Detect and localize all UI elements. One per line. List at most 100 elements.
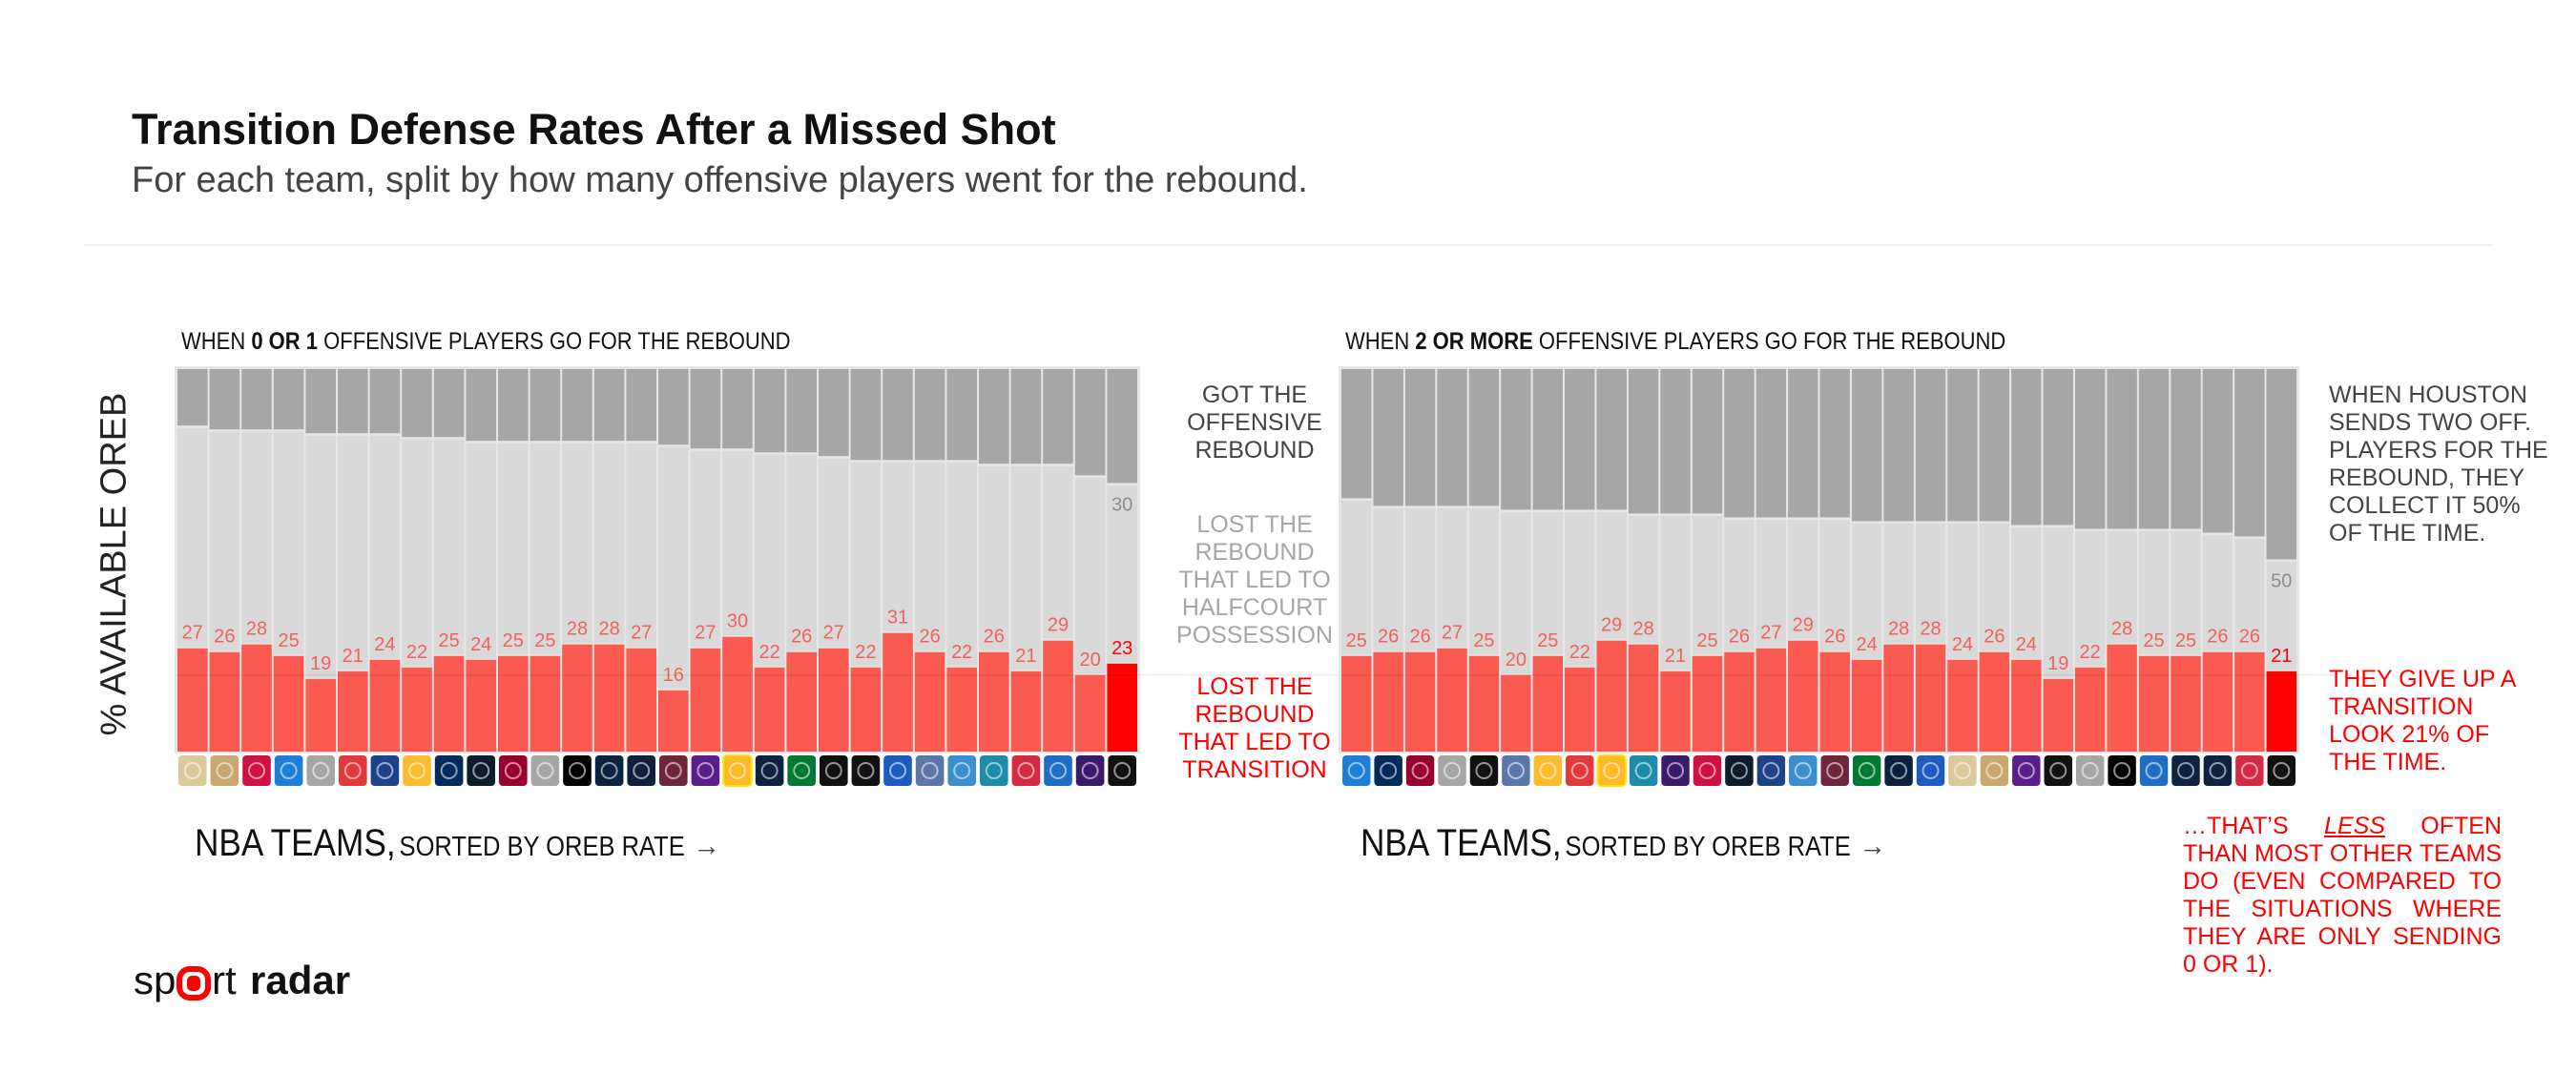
bar-transition-MIA xyxy=(498,655,529,752)
bar-oreb-WAS xyxy=(433,369,465,438)
bar-transition-UTA xyxy=(690,648,721,752)
bar-halfcourt-PHI xyxy=(883,462,913,632)
bar-halfcourt-GSW xyxy=(369,435,401,659)
transition-value-label: 24 xyxy=(2016,634,2037,655)
transition-value-label: 22 xyxy=(2080,642,2101,663)
bar-halfcourt-OKC xyxy=(273,431,304,655)
bar-transition-OKC xyxy=(273,655,304,752)
bar-oreb-MEM xyxy=(1501,369,1531,510)
team-logo-icon-ATL xyxy=(1566,755,1594,786)
transition-value-label: 29 xyxy=(1048,615,1069,636)
bar-transition-MIA xyxy=(1404,651,1436,752)
team-logo-icon-ATL xyxy=(339,755,367,786)
bar-transition-NOP xyxy=(209,651,240,752)
bar-oreb-TOR xyxy=(850,369,882,461)
bar-halfcourt-CHI xyxy=(1692,515,1723,655)
transition-value-label: 25 xyxy=(1696,630,1717,651)
team-logo-mark xyxy=(953,762,971,779)
transition-value-label: 25 xyxy=(438,630,459,651)
bar-transition-MIN xyxy=(754,667,785,752)
bar-transition-ATL xyxy=(1565,667,1595,752)
transition-value-label: 30 xyxy=(727,611,748,632)
bar-transition-SAS xyxy=(2074,667,2106,752)
sportradar-logo: sp rt radar xyxy=(134,961,350,1002)
bar-halfcourt-IND xyxy=(402,439,432,667)
team-logo-mark xyxy=(2049,762,2067,779)
transition-value-label: 26 xyxy=(984,627,1005,648)
team-logo-icon-OKC xyxy=(274,755,303,786)
bar-halfcourt-UTA xyxy=(2011,526,2042,659)
team-logo-mark xyxy=(2017,762,2035,779)
bar-oreb-LAL xyxy=(722,369,753,449)
bar-oreb-LAL xyxy=(1596,369,1627,510)
bar-transition-OKC xyxy=(1341,655,1372,752)
bar-transition-DEN xyxy=(626,648,656,752)
team-logo-mark xyxy=(1730,762,1748,779)
bar-oreb-DAL xyxy=(466,369,496,442)
bar-transition-BOS xyxy=(786,651,817,752)
arrow-right-icon: → xyxy=(693,828,720,862)
team-logo-mark xyxy=(1113,762,1132,779)
transition-value-label: 25 xyxy=(503,630,524,651)
team-logo-icon-ORL xyxy=(1789,755,1818,786)
bar-transition-PHI xyxy=(1915,644,1946,752)
bar-halfcourt-POR xyxy=(819,458,849,648)
transition-value-label: 26 xyxy=(1824,627,1845,648)
bar-transition-ATL xyxy=(338,671,368,752)
transition-value-label: 27 xyxy=(1760,623,1781,644)
bar-oreb-DEN xyxy=(2202,369,2233,533)
transition-value-label: 26 xyxy=(1984,627,2005,648)
team-logo-icon-MEM xyxy=(915,755,945,786)
team-logo-icon-CHI xyxy=(242,755,271,786)
team-logo-mark xyxy=(1017,762,1035,779)
comparison-annotation: …THAT’S LESS OFTEN THAN MOST OTHER TEAMS… xyxy=(2183,813,2502,979)
right-chart-header: WHEN 2 OR MORE OFFENSIVE PLAYERS GO FOR … xyxy=(1345,328,2005,356)
bar-oreb-PHI xyxy=(883,369,913,461)
transition-value-label: 27 xyxy=(695,623,716,644)
legend-oreb: GOT THE OFFENSIVE REBOUND xyxy=(1187,382,1322,464)
transition-value-label: 16 xyxy=(663,665,684,686)
bar-transition-LAL xyxy=(1596,640,1627,752)
bar-transition-LAL xyxy=(722,636,753,752)
bar-halfcourt-NYK xyxy=(1043,465,1073,640)
transition-value-label: 28 xyxy=(2111,619,2132,640)
bar-halfcourt-LAL xyxy=(722,450,753,636)
transition-value-label: 22 xyxy=(855,642,876,663)
transition-value-label: 29 xyxy=(1793,615,1814,636)
bar-halfcourt-BKN xyxy=(562,443,592,644)
bar-halfcourt-SAS xyxy=(2074,530,2106,667)
bar-transition-NYK xyxy=(2138,655,2170,752)
bar-transition-WAS xyxy=(1373,651,1403,752)
bar-oreb-ORL xyxy=(1788,369,1818,518)
transition-value-label: 25 xyxy=(1346,630,1367,651)
team-logo-mark xyxy=(985,762,1003,779)
svg-text:radar: radar xyxy=(250,961,350,1002)
bar-transition-ORL xyxy=(946,667,977,752)
bar-oreb-ORL xyxy=(946,369,977,461)
team-logo-mark xyxy=(664,762,682,779)
team-logo-mark xyxy=(1570,762,1589,779)
transition-value-label: 24 xyxy=(374,634,395,655)
transition-value-label: 25 xyxy=(2175,630,2196,651)
team-logo-mark xyxy=(2273,762,2291,779)
bar-transition-CLE xyxy=(658,690,689,752)
team-logo-icon-TOR xyxy=(851,755,881,786)
bar-halfcourt-PHX xyxy=(1660,515,1691,671)
team-logo-icon-NYK xyxy=(1044,755,1072,786)
bar-transition-UTA xyxy=(2011,659,2042,752)
team-logo-icon-LAC xyxy=(1884,755,1913,786)
team-logo-mark xyxy=(1667,762,1685,779)
team-logo-icon-TOR xyxy=(1469,755,1499,786)
team-logo-mark xyxy=(1347,762,1365,779)
bar-oreb-MIL xyxy=(1947,369,1978,522)
team-logo-icon-SAS xyxy=(530,755,560,786)
team-logo-icon-WAS xyxy=(1374,755,1402,786)
bar-oreb-NOP xyxy=(1979,369,2010,522)
team-logo-mark xyxy=(889,762,906,779)
team-logo-mark xyxy=(1081,762,1099,779)
team-logo-mark xyxy=(696,762,715,779)
transition-value-label: 27 xyxy=(182,623,203,644)
oreb-value-label: 50 xyxy=(2271,571,2292,592)
team-logo-mark xyxy=(2113,762,2131,779)
bar-transition-GSW xyxy=(369,659,401,752)
